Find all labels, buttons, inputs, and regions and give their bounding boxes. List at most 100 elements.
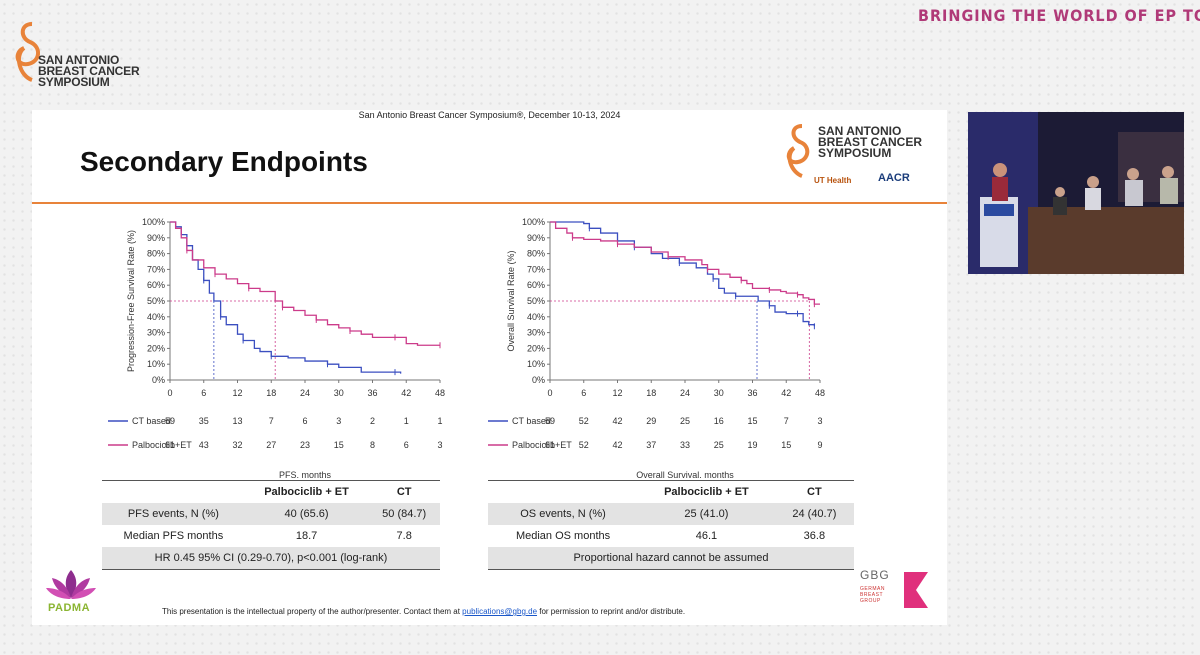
table-row: Median PFS months 18.7 7.8	[102, 525, 440, 547]
pfs-y-tick-label: 40%	[147, 312, 165, 322]
aacr-logo: AACR	[878, 172, 910, 184]
contact-email-link[interactable]: publications@gbg.de	[462, 607, 538, 616]
table-cell: 7.8	[396, 530, 412, 542]
pfs-km-chart: 0%10%20%30%40%50%60%70%80%90%100%0 6 12 18 2…	[108, 217, 445, 478]
slide-ribbon-icon	[786, 124, 810, 178]
table-row: HR 0.45 95% CI (0.29-0.70), p<0.001 (log…	[102, 547, 440, 570]
os-x-tick-label: 24	[680, 388, 690, 398]
os-x-tick-label: 12	[612, 388, 622, 398]
os-legend-label: CT based	[512, 416, 551, 426]
os-y-tick-label: 60%	[527, 280, 545, 290]
slide-logo-line-3: SYMPOSIUM	[818, 146, 892, 160]
os-series-line-ct	[550, 221, 816, 327]
pfs-y-axis-label: Progression-Free Survival Rate (%)	[126, 230, 136, 372]
ut-health-logo: UT Health	[814, 176, 852, 185]
pfs-at-risk-value: 3	[336, 416, 341, 426]
os-table-header-blank	[488, 480, 639, 503]
os-x-tick-label: 18	[646, 388, 656, 398]
padma-logo: PADMA	[46, 568, 116, 618]
pfs-x-tick-label: 30	[334, 388, 344, 398]
pfs-summary-table: Palbociclib + ET CT PFS events, N (%) 40…	[102, 480, 440, 570]
pfs-at-risk-value: 59	[165, 416, 175, 426]
pfs-x-tick-label: 36	[367, 388, 377, 398]
pfs-x-tick-label: 48	[435, 388, 445, 398]
pfs-table-header-palbo: Palbociclib + ET	[244, 480, 369, 503]
os-at-risk-value: 25	[680, 416, 690, 426]
gbg-subtext: GERMAN BREAST GROUP	[860, 586, 885, 604]
os-at-risk-value: 25	[714, 440, 724, 450]
gbg-sub-1: GERMAN	[860, 586, 885, 592]
pfs-at-risk-value: 2	[370, 416, 375, 426]
os-x-tick-label: 6	[581, 388, 586, 398]
event-banner: BRINGING THE WORLD OF EP TOGETHER	[918, 6, 1200, 25]
pfs-legend-label: CT based	[132, 416, 171, 426]
pfs-hr-note: HR 0.45 95% CI (0.29-0.70), p<0.001 (log…	[102, 547, 440, 570]
os-x-tick-label: 0	[547, 388, 552, 398]
presentation-slide: San Antonio Breast Cancer Symposium®, De…	[32, 110, 947, 625]
ribbon-logo-icon	[15, 22, 40, 82]
sabcs-logo: SAN ANTONIO BREAST CANCER SYMPOSIUM	[10, 20, 150, 100]
table-cell: Median PFS months	[123, 530, 224, 542]
os-y-tick-label: 40%	[527, 312, 545, 322]
pfs-at-risk-value: 27	[266, 440, 276, 450]
os-at-risk-value: 7	[784, 416, 789, 426]
pfs-at-risk-value: 15	[334, 440, 344, 450]
os-legend-label: Palbociclib+ET	[512, 440, 572, 450]
logo-line-2: BREAST CANCER	[38, 64, 140, 78]
slide-title: Secondary Endpoints	[80, 146, 368, 177]
slide-sabcs-logo: SAN ANTONIO BREAST CANCER SYMPOSIUM UT H…	[780, 120, 930, 200]
os-x-tick-label: 48	[815, 388, 825, 398]
pfs-series-line-palbo	[170, 221, 440, 346]
os-at-risk-value: 15	[781, 440, 791, 450]
table-cell: 40 (65.6)	[244, 503, 369, 525]
gbg-logo: GBG GERMAN BREAST GROUP	[856, 568, 936, 618]
table-row: Proportional hazard cannot be assumed	[488, 547, 854, 570]
pfs-x-tick-label: 12	[232, 388, 242, 398]
speaker-video-feed[interactable]	[968, 112, 1184, 274]
pfs-at-risk-value: 43	[199, 440, 209, 450]
table-cell: 18.7	[295, 530, 318, 542]
video-frame-icon	[968, 112, 1184, 274]
os-x-tick-label: 42	[781, 388, 791, 398]
pfs-y-tick-label: 90%	[147, 233, 165, 243]
pfs-table-header-ct: CT	[368, 480, 440, 503]
os-y-tick-label: 90%	[527, 233, 545, 243]
title-divider	[32, 202, 947, 204]
logo-line-1: SAN ANTONIO	[38, 53, 120, 67]
os-y-tick-label: 80%	[527, 249, 545, 259]
os-at-risk-value: 61	[545, 440, 555, 450]
pfs-x-tick-label: 6	[201, 388, 206, 398]
pfs-y-tick-label: 10%	[147, 359, 165, 369]
slide-logo-line-1: SAN ANTONIO	[818, 124, 902, 138]
pfs-table-header-blank	[102, 480, 245, 503]
os-at-risk-value: 16	[714, 416, 724, 426]
pfs-at-risk-value: 3	[437, 440, 442, 450]
os-y-tick-label: 20%	[527, 343, 545, 353]
os-table-header-palbo: Palbociclib + ET	[638, 480, 775, 503]
footer-note: This presentation is the intellectual pr…	[162, 607, 685, 616]
pfs-x-tick-label: 0	[167, 388, 172, 398]
table-cell: 50 (84.7)	[368, 503, 440, 525]
pfs-at-risk-value: 13	[232, 416, 242, 426]
pfs-at-risk-value: 1	[404, 416, 409, 426]
gbg-ribbon-icon	[904, 572, 928, 608]
os-at-risk-value: 52	[579, 440, 589, 450]
pfs-series-line-ct	[170, 221, 402, 374]
table-cell: OS events, N (%)	[488, 503, 639, 525]
slide-logo-line-2: BREAST CANCER	[818, 135, 923, 149]
os-at-risk-value: 19	[747, 440, 757, 450]
pfs-y-tick-label: 0%	[152, 375, 165, 385]
pfs-at-risk-value: 1	[437, 416, 442, 426]
pfs-y-tick-label: 60%	[147, 280, 165, 290]
os-at-risk-value: 15	[747, 416, 757, 426]
table-cell: 25 (41.0)	[638, 503, 775, 525]
pfs-x-tick-label: 42	[401, 388, 411, 398]
os-km-chart: 0% 10% 20% 30% 40% 50% 60% 70% 80% 90% 100% 0 6 12 18 2…	[488, 217, 825, 478]
table-row: PFS events, N (%) 40 (65.6) 50 (84.7)	[102, 503, 440, 525]
pfs-at-risk-value: 6	[404, 440, 409, 450]
table-cell: Median OS months	[515, 530, 611, 542]
table-row: Median OS months 46.1 36.8	[488, 525, 854, 547]
lotus-icon	[46, 570, 96, 599]
os-at-risk-value: 52	[579, 416, 589, 426]
os-at-risk-value: 3	[817, 416, 822, 426]
